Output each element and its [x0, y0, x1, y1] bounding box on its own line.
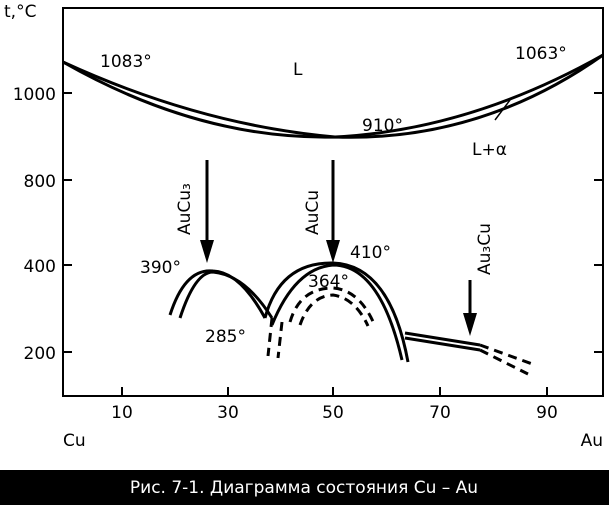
y-tick-label: 800: [24, 172, 56, 192]
ticks: [63, 92, 603, 396]
x-tick-label: 90: [536, 403, 558, 423]
annotation: L+α: [472, 140, 507, 160]
x-end-label: Au: [581, 431, 603, 451]
curves: [62, 53, 604, 376]
annotation: 410°: [350, 243, 391, 263]
arrows: [200, 160, 477, 336]
caption: Рис. 7-1. Диаграмма состояния Cu – Au: [130, 478, 478, 498]
annotation: 390°: [140, 258, 181, 278]
annotation: 910°: [362, 116, 403, 136]
annotation: AuCu: [303, 190, 323, 235]
x-tick-label: 70: [429, 403, 451, 423]
annotation: 1063°: [515, 44, 567, 64]
y-axis-label: t,°C: [4, 2, 36, 22]
annotation: Au₃Cu: [475, 223, 495, 275]
x-tick-label: 50: [322, 403, 344, 423]
y-tick-label: 200: [24, 344, 56, 364]
caption-bar: [0, 470, 609, 505]
annotation: 364°: [308, 272, 349, 292]
y-tick-label: 1000: [13, 85, 56, 105]
annotation: L: [293, 60, 303, 80]
annotation: 1083°: [100, 52, 152, 72]
annotation: AuCu₃: [175, 183, 195, 235]
y-tick-label: 400: [24, 257, 56, 277]
x-tick-label: 30: [217, 403, 239, 423]
x-end-label: Cu: [63, 431, 86, 451]
annotation: 285°: [205, 327, 246, 347]
x-tick-label: 10: [111, 403, 133, 423]
